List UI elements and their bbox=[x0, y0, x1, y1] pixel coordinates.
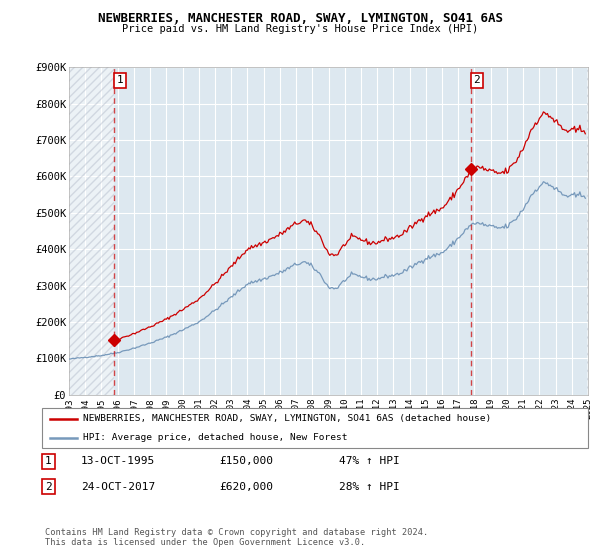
Text: 28% ↑ HPI: 28% ↑ HPI bbox=[339, 482, 400, 492]
Text: Contains HM Land Registry data © Crown copyright and database right 2024.
This d: Contains HM Land Registry data © Crown c… bbox=[45, 528, 428, 547]
Text: 1: 1 bbox=[45, 456, 52, 466]
Text: £620,000: £620,000 bbox=[219, 482, 273, 492]
Text: HPI: Average price, detached house, New Forest: HPI: Average price, detached house, New … bbox=[83, 433, 347, 442]
Text: 1: 1 bbox=[116, 76, 124, 85]
Bar bbox=[69, 67, 114, 395]
Text: £150,000: £150,000 bbox=[219, 456, 273, 466]
Text: Price paid vs. HM Land Registry's House Price Index (HPI): Price paid vs. HM Land Registry's House … bbox=[122, 24, 478, 34]
Text: NEWBERRIES, MANCHESTER ROAD, SWAY, LYMINGTON, SO41 6AS (detached house): NEWBERRIES, MANCHESTER ROAD, SWAY, LYMIN… bbox=[83, 414, 491, 423]
Text: 2: 2 bbox=[473, 76, 480, 85]
Text: 2: 2 bbox=[45, 482, 52, 492]
Bar bbox=[587, 67, 588, 395]
Text: 13-OCT-1995: 13-OCT-1995 bbox=[81, 456, 155, 466]
Text: 47% ↑ HPI: 47% ↑ HPI bbox=[339, 456, 400, 466]
FancyBboxPatch shape bbox=[42, 408, 588, 448]
Text: 24-OCT-2017: 24-OCT-2017 bbox=[81, 482, 155, 492]
Text: NEWBERRIES, MANCHESTER ROAD, SWAY, LYMINGTON, SO41 6AS: NEWBERRIES, MANCHESTER ROAD, SWAY, LYMIN… bbox=[97, 12, 503, 25]
